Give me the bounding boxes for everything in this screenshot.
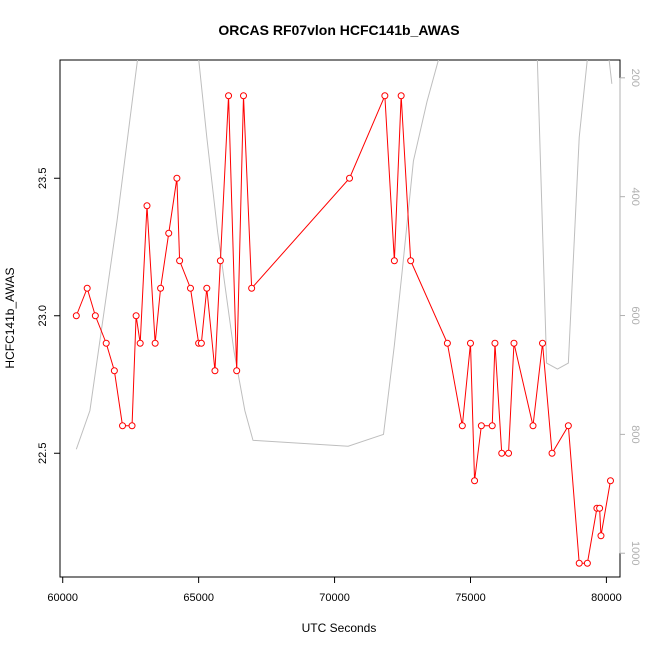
x-tick-label: 60000 [47, 592, 78, 604]
data-point [216, 257, 224, 265]
data-point [564, 422, 572, 430]
chart-title: ORCAS RF07vlon HCFC141b_AWAS [218, 22, 459, 38]
data-point [128, 422, 136, 430]
data-point [458, 422, 466, 430]
data-point [132, 312, 140, 320]
data-point [176, 257, 184, 265]
data-point [136, 339, 144, 347]
data-point [197, 339, 205, 347]
data-point [72, 312, 80, 320]
right-y-tick-label: 200 [629, 69, 641, 87]
data-point [151, 339, 159, 347]
y-tick-label: 22.5 [37, 443, 49, 464]
data-point [83, 284, 91, 292]
right-y-tick-label: 800 [629, 425, 641, 443]
data-point [157, 284, 165, 292]
data-point [597, 532, 605, 540]
data-point [488, 422, 496, 430]
data-point [381, 92, 389, 100]
data-point [548, 449, 556, 457]
data-point [498, 449, 506, 457]
data-point [505, 449, 513, 457]
data-point [539, 339, 547, 347]
right-y-tick-label: 1000 [629, 541, 641, 565]
data-point [173, 174, 181, 182]
data-point [491, 339, 499, 347]
data-point [143, 202, 151, 210]
data-point [248, 284, 256, 292]
data-point [477, 422, 485, 430]
data-point [443, 339, 451, 347]
series-line [75, 95, 611, 564]
series-layer [72, 92, 614, 567]
data-point [211, 367, 219, 375]
right-y-tick-label: 600 [629, 306, 641, 324]
x-tick-label: 80000 [591, 592, 622, 604]
x-axis: 60000 65000 70000 75000 80000 [47, 576, 622, 604]
data-point [471, 477, 479, 485]
x-axis-label: UTC Seconds [302, 621, 377, 635]
data-point [165, 229, 173, 237]
data-point [239, 92, 247, 100]
data-point [529, 422, 537, 430]
y-axis-label: HCFC141b_AWAS [3, 267, 17, 368]
data-point [225, 92, 233, 100]
data-point [233, 367, 241, 375]
data-point [397, 92, 405, 100]
x-tick-label: 75000 [455, 592, 486, 604]
data-point [203, 284, 211, 292]
y-tick-label: 23.5 [37, 168, 49, 189]
secondary-line-layer [75, 60, 613, 450]
data-point [466, 339, 474, 347]
data-point [91, 312, 99, 320]
data-point [346, 174, 354, 182]
right-y-axis: 200 400 600 800 1000 [619, 69, 641, 565]
data-point [583, 559, 591, 567]
x-tick-label: 70000 [319, 592, 350, 604]
data-point [596, 504, 604, 512]
right-y-tick-label: 400 [629, 187, 641, 205]
data-point [110, 367, 118, 375]
y-tick-label: 23.0 [37, 305, 49, 326]
x-tick-label: 65000 [183, 592, 214, 604]
data-point [606, 477, 614, 485]
secondary-series-line [75, 60, 613, 450]
data-point [510, 339, 518, 347]
data-point [390, 257, 398, 265]
data-point [102, 339, 110, 347]
data-point [575, 559, 583, 567]
y-axis: 22.5 23.0 23.5 [37, 168, 61, 464]
data-point [186, 284, 194, 292]
plot-frame [59, 59, 621, 578]
data-point [119, 422, 127, 430]
data-point [407, 257, 415, 265]
